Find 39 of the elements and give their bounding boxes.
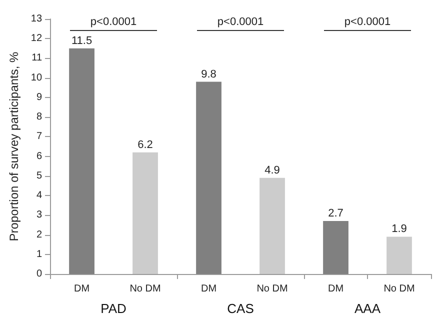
y-axis-title: Proportion of survey participants, % xyxy=(7,51,21,242)
x-tick-label: DM xyxy=(328,284,344,294)
bar xyxy=(69,48,94,274)
bar xyxy=(196,82,222,274)
y-tick-label: 6 xyxy=(36,150,42,162)
y-tick-label: 1 xyxy=(36,248,42,260)
x-tick-label: No DM xyxy=(256,284,288,294)
x-tick-label: No DM xyxy=(384,284,415,294)
y-tick-label: 8 xyxy=(36,112,42,123)
x-tick-label: No DM xyxy=(130,284,161,294)
y-tick-label: 12 xyxy=(30,33,42,44)
text: AAA xyxy=(354,301,381,316)
data-label: 2.7 xyxy=(328,208,344,220)
data-label: 4.9 xyxy=(264,164,280,176)
y-tick-label: 13 xyxy=(30,14,42,24)
annotation: p<0.0001 xyxy=(344,16,391,28)
y-tick-label: 4 xyxy=(36,190,42,202)
y-tick-label: 7 xyxy=(36,131,42,142)
bar xyxy=(260,178,285,274)
data-label: 9.8 xyxy=(201,68,216,80)
y-tick-label: 5 xyxy=(36,170,42,182)
x-tick-label: DM xyxy=(74,284,90,294)
y-tick-label: 3 xyxy=(36,210,42,221)
x-tick-label: DM xyxy=(200,284,217,294)
annotation: p<0.0001 xyxy=(90,16,137,28)
y-tick-label: 9 xyxy=(36,92,42,103)
bar xyxy=(323,221,348,274)
bar xyxy=(132,152,158,274)
bar xyxy=(386,236,412,274)
text: PAD xyxy=(100,301,126,316)
annotation: p<0.0001 xyxy=(217,16,264,28)
data-label: 11.5 xyxy=(71,34,92,47)
y-tick-label: 11 xyxy=(32,52,42,64)
data-label: 6.2 xyxy=(138,138,153,151)
y-tick-label: 2 xyxy=(36,229,42,240)
data-label: 1.9 xyxy=(392,223,407,236)
text: CAS xyxy=(227,301,254,316)
y-tick-label: 0 xyxy=(36,268,42,280)
y-tick-label: 10 xyxy=(30,72,42,84)
